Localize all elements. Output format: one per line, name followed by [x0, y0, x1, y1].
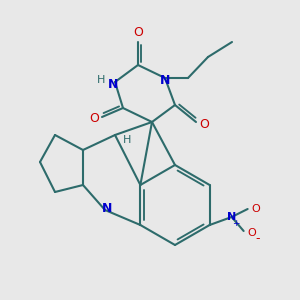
Text: N: N	[102, 202, 112, 214]
Text: O: O	[247, 228, 256, 238]
Text: +: +	[232, 220, 239, 229]
Text: N: N	[160, 74, 170, 86]
Text: O: O	[89, 112, 99, 124]
Text: H: H	[123, 135, 131, 145]
Text: O: O	[133, 26, 143, 38]
Text: O: O	[199, 118, 209, 130]
Text: N: N	[108, 77, 118, 91]
Text: -: -	[255, 232, 260, 245]
Text: N: N	[227, 212, 236, 222]
Text: H: H	[97, 75, 105, 85]
Text: O: O	[251, 204, 260, 214]
